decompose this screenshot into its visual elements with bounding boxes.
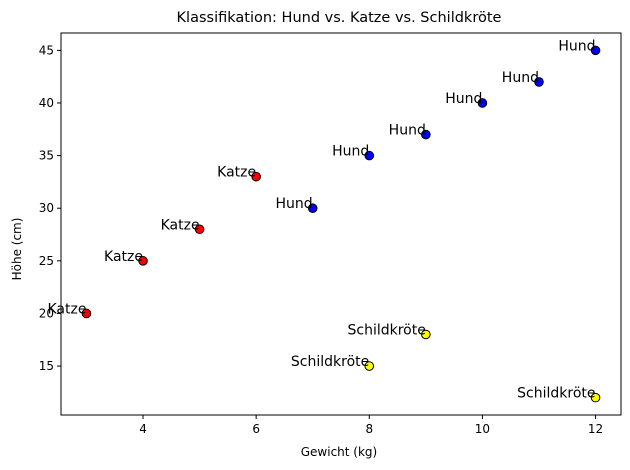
axis-ticks: 4 6 8 10 12 15 20 25 30 35 40 45	[39, 43, 603, 436]
data-point	[590, 45, 601, 56]
data-point	[364, 150, 375, 161]
point-label: Hund	[502, 70, 539, 86]
y-tick-label: 15	[39, 359, 54, 373]
y-tick-label: 40	[39, 96, 54, 110]
y-tick-label: 20	[39, 306, 54, 320]
data-point	[534, 77, 544, 87]
y-tick-label: 45	[39, 43, 54, 57]
y-axis-label: Höhe (cm)	[10, 218, 24, 281]
point-label: Katze	[217, 165, 256, 181]
x-tick-label: 4	[139, 422, 147, 436]
y-tick-label: 30	[39, 201, 54, 215]
plot-frame	[60, 32, 622, 416]
data-point	[590, 392, 601, 403]
y-tick-label: 35	[39, 149, 54, 163]
point-label: Schildkröte	[291, 354, 369, 370]
x-tick-label: 12	[588, 422, 603, 436]
point-label: Hund	[389, 123, 426, 139]
x-axis-label: Gewicht (kg)	[301, 445, 377, 459]
point-label: Hund	[332, 144, 369, 160]
x-tick-label: 8	[365, 422, 373, 436]
y-tick-label: 25	[39, 254, 54, 268]
point-label: Hund	[558, 38, 595, 54]
data-point	[307, 203, 318, 214]
x-tick-label: 10	[475, 422, 490, 436]
data-point	[138, 256, 148, 266]
data-point	[421, 329, 431, 340]
point-label: Katze	[104, 249, 143, 265]
data-point	[364, 361, 375, 371]
data-points	[81, 45, 601, 403]
chart-title: Klassifikation: Hund vs. Katze vs. Schil…	[177, 10, 502, 26]
x-tick-label: 6	[252, 422, 260, 436]
point-label: Schildkröte	[517, 386, 595, 402]
point-label: Katze	[47, 301, 86, 317]
point-label: Hund	[445, 91, 482, 107]
point-label: Katze	[161, 217, 200, 233]
data-point	[421, 129, 431, 140]
data-point	[251, 171, 261, 182]
data-point	[194, 224, 205, 235]
point-label: Hund	[276, 196, 313, 212]
data-point	[81, 308, 92, 319]
data-point	[477, 98, 488, 108]
point-label: Schildkröte	[347, 322, 425, 338]
point-labels: Katze Katze Katze Katze Hund Hund Hund Hund Hund…	[47, 38, 595, 401]
